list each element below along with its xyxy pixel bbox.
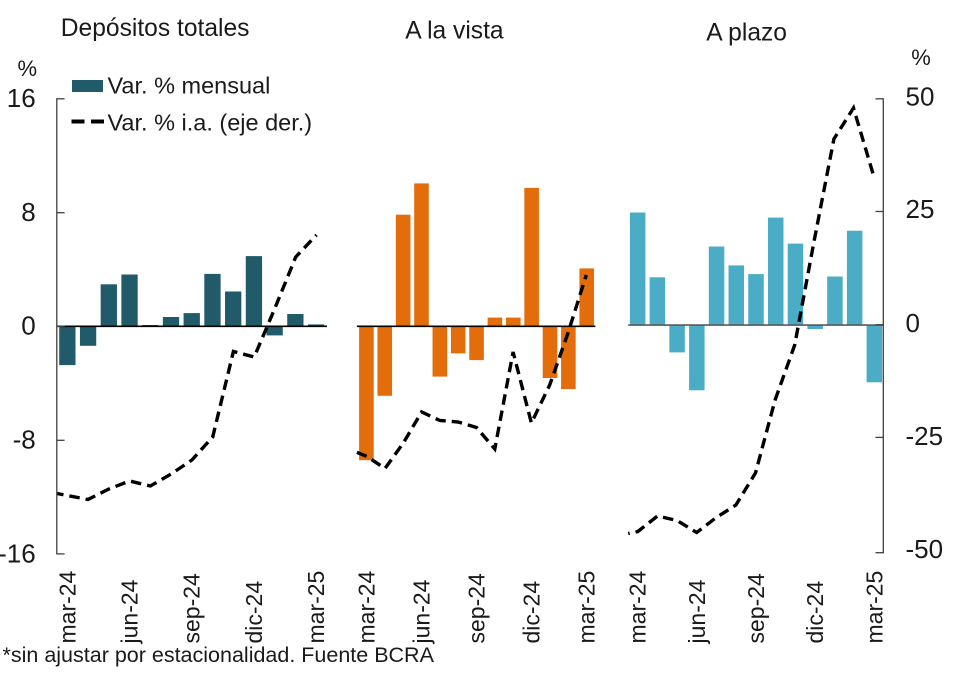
svg-text:dic-24: dic-24 (802, 581, 828, 644)
svg-text:jun-24: jun-24 (409, 579, 435, 644)
svg-text:-8: -8 (13, 425, 36, 455)
svg-text:A la vista: A la vista (405, 18, 504, 45)
svg-text:-50: -50 (906, 534, 944, 564)
svg-text:mar-24: mar-24 (625, 570, 651, 643)
svg-text:-16: -16 (0, 539, 36, 569)
svg-text:%: % (911, 45, 931, 70)
svg-text:Var. % i.a. (eje der.): Var. % i.a. (eje der.) (108, 110, 313, 136)
svg-text:mar-24: mar-24 (353, 570, 379, 643)
svg-text:16: 16 (7, 83, 36, 113)
svg-text:Var. % mensual: Var. % mensual (108, 73, 271, 99)
svg-text:%: % (18, 56, 38, 81)
svg-text:Depósitos totales: Depósitos totales (61, 15, 250, 42)
svg-text:mar-25: mar-25 (303, 571, 329, 644)
svg-text:0: 0 (21, 311, 35, 341)
svg-text:dic-24: dic-24 (241, 581, 267, 644)
svg-text:mar-24: mar-24 (54, 570, 80, 643)
svg-text:A plazo: A plazo (706, 20, 787, 47)
svg-text:sep-24: sep-24 (464, 573, 490, 644)
svg-text:jun-24: jun-24 (684, 579, 710, 644)
svg-text:mar-25: mar-25 (574, 571, 600, 644)
svg-text:jun-24: jun-24 (117, 579, 143, 644)
svg-text:dic-24: dic-24 (519, 581, 545, 644)
svg-text:25: 25 (906, 194, 935, 224)
svg-text:0: 0 (906, 308, 920, 338)
svg-text:mar-25: mar-25 (861, 571, 887, 644)
svg-text:sep-24: sep-24 (743, 573, 769, 644)
svg-text:sep-24: sep-24 (179, 573, 205, 644)
svg-text:50: 50 (906, 81, 935, 111)
svg-text:*sin ajustar por estacionalida: *sin ajustar por estacionalidad. Fuente … (3, 643, 435, 667)
svg-text:8: 8 (21, 197, 35, 227)
svg-text:-25: -25 (906, 421, 944, 451)
